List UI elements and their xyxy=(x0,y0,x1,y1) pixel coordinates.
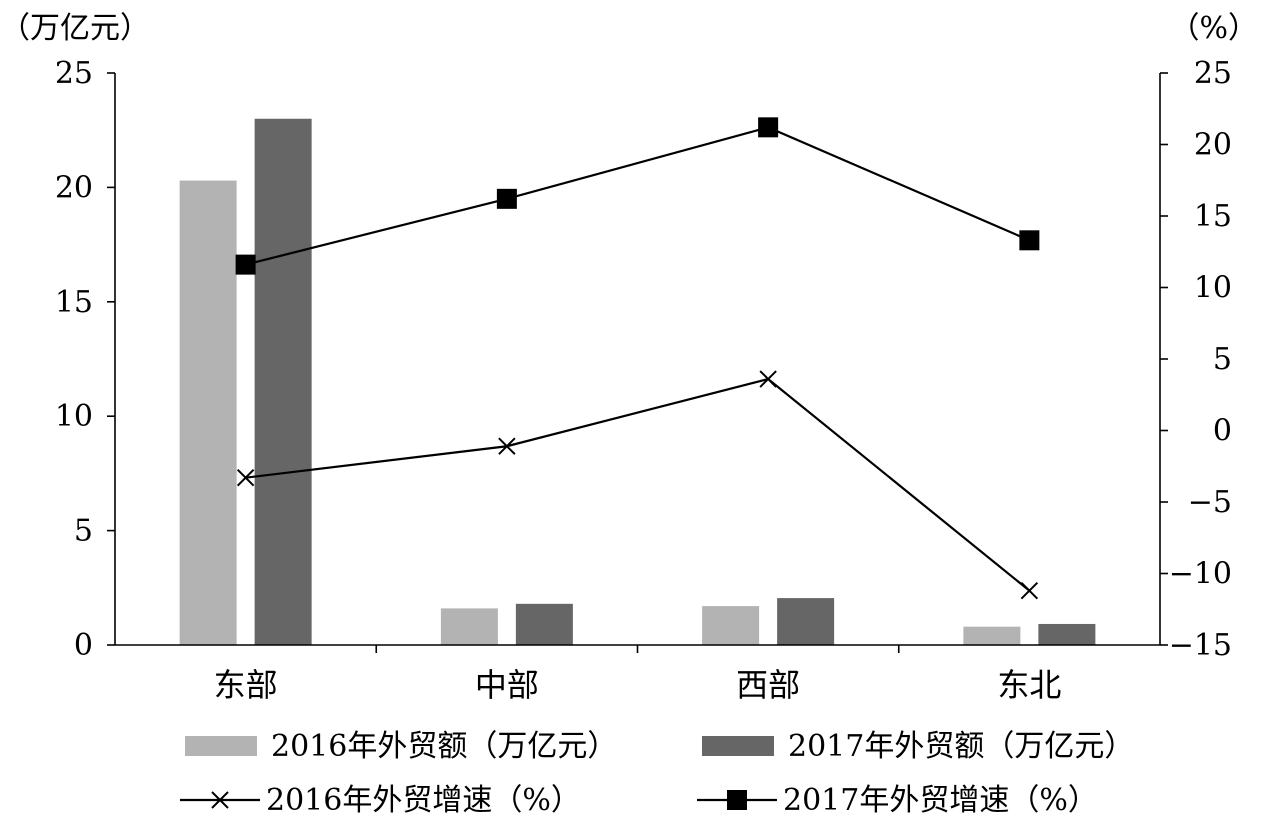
left-tick-label: 0 xyxy=(74,628,93,663)
bar-2-1 xyxy=(254,118,312,645)
point-square-1 xyxy=(235,254,256,275)
right-tick-label: −15 xyxy=(1169,628,1232,663)
bars xyxy=(179,118,1096,645)
right-tick-label: −5 xyxy=(1188,485,1232,520)
right-axis-unit-label: （%） xyxy=(1169,11,1258,46)
legend-swatch-1 xyxy=(185,736,257,756)
legend-label-3: 2016年外贸增速（%） xyxy=(266,783,581,818)
point-x-4 xyxy=(1020,581,1039,600)
point-x-2 xyxy=(498,437,516,455)
category-label: 中部 xyxy=(475,666,539,704)
category-label: 东北 xyxy=(997,666,1061,704)
legend-label-4: 2017年外贸增速（%） xyxy=(783,783,1098,818)
line-series-2 xyxy=(245,126,1030,266)
bar-1-2 xyxy=(440,608,498,645)
left-tick-label: 10 xyxy=(55,399,93,434)
right-tick-label: 20 xyxy=(1194,128,1232,163)
legend-label-1: 2016年外贸额（万亿元） xyxy=(271,729,617,764)
point-square-4 xyxy=(1019,230,1040,251)
category-label: 东部 xyxy=(214,666,278,704)
bar-1-4 xyxy=(963,626,1021,645)
point-square-3 xyxy=(758,117,779,138)
left-axis-unit-label: （万亿元） xyxy=(0,11,150,46)
bar-2-3 xyxy=(777,598,835,645)
bar-1-1 xyxy=(179,180,237,645)
point-x-3 xyxy=(759,370,777,388)
bar-2-2 xyxy=(515,603,573,645)
right-tick-label: 10 xyxy=(1194,271,1232,306)
bar-1-3 xyxy=(702,606,760,645)
legend-x-marker xyxy=(211,791,229,809)
bar-2-4 xyxy=(1038,623,1096,645)
legend: 2016年外贸额（万亿元） 2017年外贸额（万亿元） 2016年外贸增速（%） 20… xyxy=(180,729,1134,818)
line-series-1 xyxy=(245,377,1031,592)
legend-label-2: 2017年外贸额（万亿元） xyxy=(788,729,1134,764)
lines xyxy=(235,117,1040,600)
point-x-1 xyxy=(236,468,255,487)
point-square-2 xyxy=(496,188,517,209)
left-tick-label: 5 xyxy=(74,514,93,549)
legend-swatch-2 xyxy=(702,736,774,756)
left-tick-label: 15 xyxy=(55,285,93,320)
axes: 0 5 10 15 20 25 −15 −10 −5 0 5 10 15 20 25 东部 中部 西部 东北 xyxy=(55,56,1232,704)
right-tick-label: −10 xyxy=(1169,557,1232,592)
right-tick-label: 25 xyxy=(1194,56,1232,91)
category-label: 西部 xyxy=(736,666,800,704)
right-tick-label: 15 xyxy=(1194,199,1232,234)
left-tick-label: 20 xyxy=(55,170,93,205)
legend-square-marker xyxy=(727,790,747,810)
right-tick-label: 0 xyxy=(1213,414,1232,449)
right-tick-label: 5 xyxy=(1213,342,1232,377)
left-tick-label: 25 xyxy=(55,56,93,91)
